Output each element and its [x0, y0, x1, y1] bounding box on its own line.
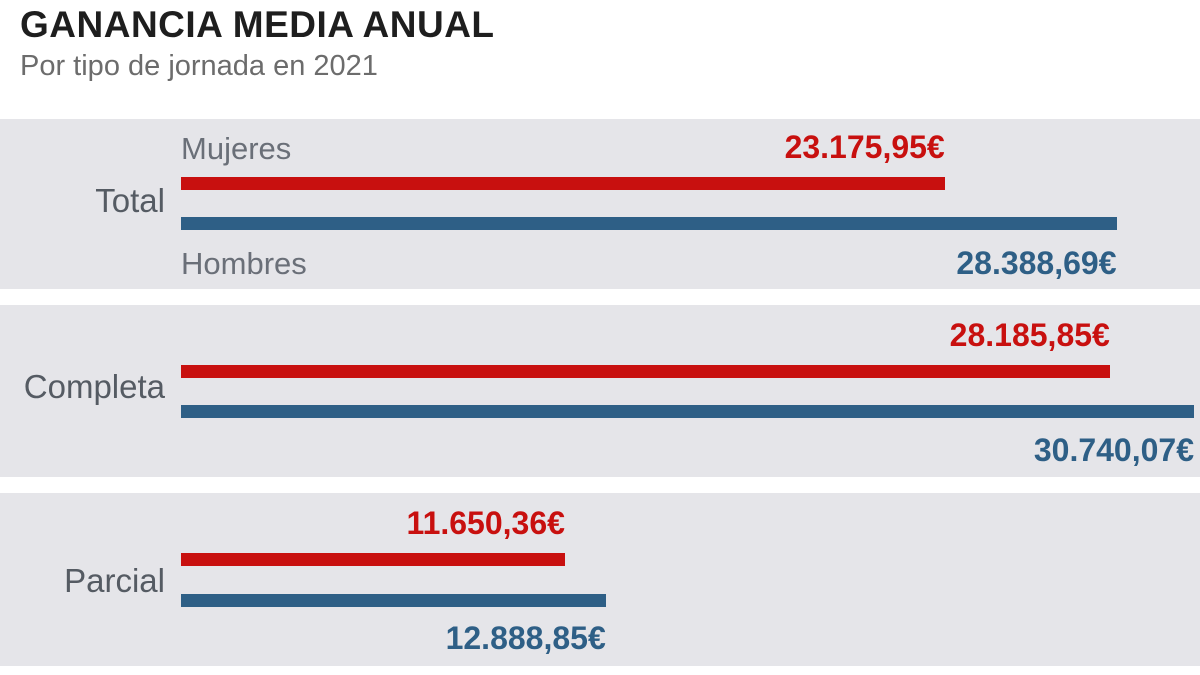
bar-women: [181, 365, 1110, 378]
bar-men: [181, 405, 1194, 418]
category-label: Parcial: [64, 562, 165, 599]
chart-subtitle: Por tipo de jornada en 2021: [20, 50, 378, 82]
data-label: 23.175,95€: [784, 129, 945, 165]
bar-women: [181, 553, 565, 566]
bar-women: [181, 177, 945, 190]
category-band: [0, 305, 1200, 477]
legend-men: Hombres: [181, 246, 307, 281]
data-label: 28.388,69€: [956, 245, 1117, 281]
category-label: Total: [95, 182, 165, 219]
chart-title: GANANCIA MEDIA ANUAL: [20, 4, 495, 45]
data-label: 11.650,36€: [406, 505, 565, 541]
category-band: [0, 493, 1200, 666]
data-label: 28.185,85€: [949, 317, 1110, 353]
bar-men: [181, 217, 1117, 230]
category-label: Completa: [23, 368, 165, 405]
data-label: 12.888,85€: [445, 620, 606, 656]
data-label: 30.740,07€: [1033, 432, 1194, 468]
bar-men: [181, 594, 606, 607]
category-band: [0, 119, 1200, 289]
legend-women: Mujeres: [181, 131, 292, 166]
